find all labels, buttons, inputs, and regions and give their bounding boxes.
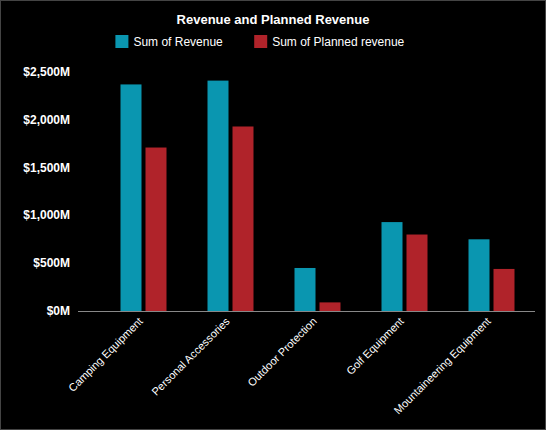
y-tick-label: $1,500M <box>23 161 70 175</box>
bar <box>295 268 316 311</box>
y-tick-label: $500M <box>33 256 70 270</box>
legend-swatch <box>115 35 128 48</box>
x-tick-label: Outdoor Protection <box>245 315 319 389</box>
bar <box>208 81 229 311</box>
chart: Revenue and Planned Revenue Sum of Revenu… <box>0 0 546 430</box>
bar <box>382 222 403 311</box>
title: Revenue and Planned Revenue <box>177 12 370 27</box>
frame <box>1 1 546 430</box>
legend-label: Sum of Revenue <box>133 35 223 49</box>
bar <box>146 148 167 311</box>
x-tick-label: Golf Equipment <box>344 315 406 377</box>
bar <box>494 269 515 311</box>
legend-label: Sum of Planned revenue <box>272 35 404 49</box>
x-axis <box>78 311 535 312</box>
bar <box>407 235 428 311</box>
y-tick-label: $2,000M <box>23 113 70 127</box>
legend-swatch <box>254 35 267 48</box>
y-tick-label: $1,000M <box>23 208 70 222</box>
bar <box>469 239 490 311</box>
legend: Sum of Revenue Sum of Planned revenue <box>115 35 404 49</box>
x-tick-label: Personal Accessories <box>149 315 232 398</box>
bar <box>121 84 142 311</box>
y-tick-label: $0M <box>47 304 70 318</box>
bar <box>233 126 254 311</box>
y-tick-label: $2,500M <box>23 65 70 79</box>
x-tick-label: Camping Equipment <box>66 315 145 394</box>
bars <box>121 81 515 311</box>
background <box>0 0 546 430</box>
x-tick-label: Mountaineering Equipment <box>391 315 492 416</box>
bar <box>320 302 341 311</box>
